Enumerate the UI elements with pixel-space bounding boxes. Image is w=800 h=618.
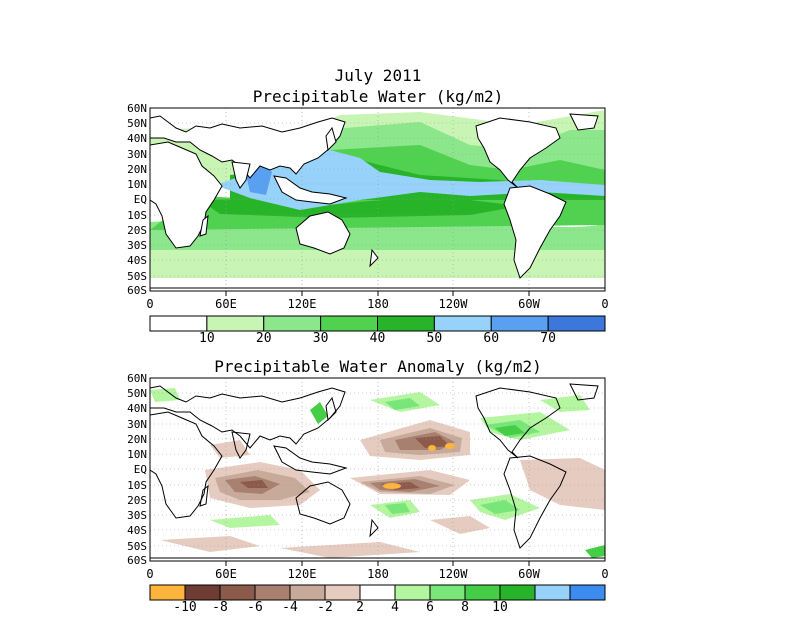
lon-label: 0 bbox=[146, 567, 154, 581]
colorbar-1-swatch bbox=[149, 315, 208, 332]
lat-label: 30S bbox=[127, 239, 147, 252]
colorbar-2-label: 2 bbox=[356, 600, 364, 615]
colorbar-2-swatch bbox=[429, 584, 466, 601]
colorbar-2-swatch bbox=[184, 584, 221, 601]
colorbar-1-label: 50 bbox=[426, 331, 443, 346]
lon-label: 60W bbox=[518, 297, 540, 311]
lat-label: 50S bbox=[127, 540, 147, 553]
lat-label: 20N bbox=[127, 163, 147, 176]
lat-label: 30N bbox=[127, 418, 147, 431]
colorbar-2-swatch bbox=[359, 584, 396, 601]
lat-label: 20S bbox=[127, 224, 147, 237]
panel2-map bbox=[150, 378, 605, 561]
lon-label: 0 bbox=[146, 297, 154, 311]
lon-label: 120W bbox=[438, 297, 468, 311]
colorbar-2-swatch bbox=[219, 584, 256, 601]
colorbar-2-label: -2 bbox=[317, 600, 333, 615]
lat-label: 20N bbox=[127, 433, 147, 446]
lat-label: 50S bbox=[127, 270, 147, 283]
colorbar-2-swatch bbox=[149, 584, 186, 601]
colorbar-1-label: 70 bbox=[540, 331, 556, 346]
lat-label: 60N bbox=[127, 102, 147, 115]
colorbar-2-swatch bbox=[289, 584, 326, 601]
colorbar-1-label: 40 bbox=[369, 331, 386, 346]
colorbar-2-swatch bbox=[324, 584, 361, 601]
lon-label: 60W bbox=[518, 567, 540, 581]
colorbar-1-label: 20 bbox=[255, 331, 272, 346]
colorbar-1-swatch bbox=[490, 315, 549, 332]
colorbar-2-label: 4 bbox=[391, 600, 399, 615]
colorbar-2-label: 10 bbox=[492, 600, 508, 615]
colorbar-1-label: 60 bbox=[483, 331, 500, 346]
colorbar-1-swatch bbox=[377, 315, 435, 332]
lat-label: 40S bbox=[127, 254, 147, 267]
lat-label: 10N bbox=[127, 448, 147, 461]
lon-label: 60E bbox=[215, 297, 237, 311]
lat-label: EQ bbox=[133, 193, 147, 206]
lat-label: 30N bbox=[127, 148, 147, 161]
colorbar-2-label: -10 bbox=[173, 600, 197, 615]
lat-label: 40N bbox=[127, 402, 147, 415]
lon-label: 0 bbox=[601, 297, 609, 311]
chart-title-month: July 2011 bbox=[334, 66, 422, 85]
lat-label: 10S bbox=[127, 209, 147, 222]
colorbar-2-label: 8 bbox=[461, 600, 469, 615]
colorbar-1-label: 10 bbox=[199, 331, 215, 346]
panel1-title: Precipitable Water (kg/m2) bbox=[252, 87, 504, 106]
colorbar-1-swatch bbox=[263, 315, 322, 332]
lat-label: 60S bbox=[127, 554, 147, 567]
lat-label: 50N bbox=[127, 117, 147, 130]
lat-label: 20S bbox=[127, 494, 147, 507]
lon-label: 120W bbox=[438, 567, 468, 581]
colorbar-2-label: 6 bbox=[426, 600, 434, 615]
colorbar-2-label: -6 bbox=[247, 600, 263, 615]
lat-label: 40N bbox=[127, 132, 147, 145]
colorbar-2-swatch bbox=[569, 584, 606, 601]
colorbar-1 bbox=[149, 315, 606, 332]
lat-label: 40S bbox=[127, 524, 147, 537]
lat-label: 30S bbox=[127, 509, 147, 522]
lon-label: 60E bbox=[215, 567, 237, 581]
panel2-title: Precipitable Water Anomaly (kg/m2) bbox=[214, 357, 542, 376]
lon-label: 120E bbox=[287, 567, 317, 581]
lat-label: 50N bbox=[127, 387, 147, 400]
colorbar-2 bbox=[149, 584, 606, 601]
lon-label: 0 bbox=[601, 567, 609, 581]
lat-label: EQ bbox=[133, 463, 147, 476]
lat-label: 10S bbox=[127, 479, 147, 492]
lon-label: 180 bbox=[367, 567, 389, 581]
colorbar-1-swatch bbox=[320, 315, 378, 332]
colorbar-2-swatch bbox=[394, 584, 431, 601]
lon-label: 180 bbox=[367, 297, 389, 311]
panel1-map bbox=[150, 108, 605, 291]
lat-label: 60S bbox=[127, 284, 147, 297]
colorbar-1-label: 30 bbox=[312, 331, 329, 346]
colorbar-2-label: -8 bbox=[212, 600, 228, 615]
colorbar-2-swatch bbox=[464, 584, 501, 601]
lat-label: 10N bbox=[127, 178, 147, 191]
lat-label: 60N bbox=[127, 372, 147, 385]
colorbar-1-swatch bbox=[547, 315, 606, 332]
colorbar-1-swatch bbox=[433, 315, 492, 332]
colorbar-2-swatch bbox=[534, 584, 571, 601]
colorbar-2-swatch bbox=[254, 584, 291, 601]
colorbar-1-swatch bbox=[206, 315, 265, 332]
colorbar-2-swatch bbox=[499, 584, 536, 601]
colorbar-2-label: -4 bbox=[282, 600, 298, 615]
lon-label: 120E bbox=[287, 297, 317, 311]
